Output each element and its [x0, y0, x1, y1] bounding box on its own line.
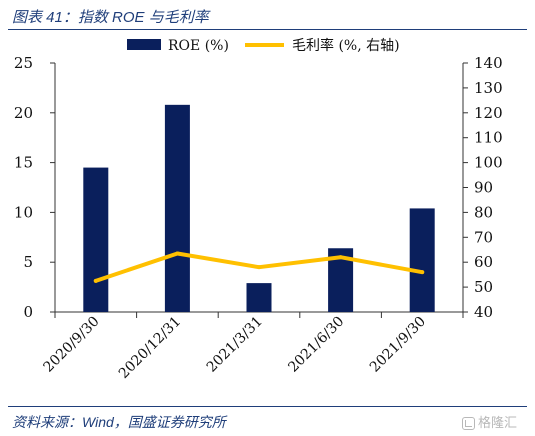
- x-tick-label: 2021/9/30: [367, 314, 429, 376]
- point-gross-margin: [420, 270, 425, 275]
- left-tick-label: 20: [14, 104, 33, 122]
- right-tick-label: 60: [474, 253, 493, 271]
- bar-roe: [164, 104, 190, 312]
- right-tick-label: 70: [474, 228, 493, 246]
- right-tick-label: 40: [474, 303, 493, 321]
- left-tick-label: 10: [14, 203, 33, 221]
- right-tick-label: 90: [474, 179, 493, 197]
- source-divider: [8, 406, 527, 407]
- figure-header: 图表 41：指数 ROE 与毛利率: [0, 0, 535, 30]
- legend-label-roe: ROE (%): [168, 38, 229, 54]
- right-tick-label: 80: [474, 203, 493, 221]
- left-tick-label: 0: [23, 303, 33, 321]
- bar-roe: [246, 283, 272, 312]
- x-tick-label: 2021/3/31: [204, 314, 266, 376]
- watermark-text: 格隆汇: [478, 415, 518, 430]
- x-tick-label: 2020/9/30: [41, 314, 103, 376]
- bar-roe: [83, 167, 109, 312]
- chart-canvas: 0 5 10 15 20 25 40 50 60 70 80 90 100 110 120 130 140 202…: [14, 37, 503, 382]
- left-tick-label: 25: [14, 54, 33, 72]
- x-tick-label: 2021/6/30: [285, 314, 347, 376]
- left-tick-label: 15: [14, 154, 33, 172]
- right-tick-label: 50: [474, 278, 493, 296]
- point-gross-margin: [175, 251, 180, 256]
- point-gross-margin: [338, 255, 343, 260]
- point-gross-margin: [257, 265, 261, 270]
- legend-swatch-roe: [127, 39, 161, 50]
- legend-label-margin: 毛利率 (%, 右轴): [292, 37, 400, 54]
- x-tick-label: 2020/12/31: [116, 314, 184, 382]
- left-tick-label: 5: [23, 253, 33, 271]
- right-tick-label: 120: [474, 104, 503, 122]
- right-tick-label: 140: [474, 54, 503, 72]
- bar-roe: [409, 208, 435, 312]
- figure-source: 资料来源：Wind，国盛证券研究所: [12, 414, 226, 430]
- right-tick-label: 110: [474, 129, 503, 147]
- title-divider: [8, 29, 527, 30]
- watermark: 格隆汇: [462, 412, 517, 431]
- figure-title: 图表 41：指数 ROE 与毛利率: [12, 9, 209, 26]
- point-gross-margin: [93, 278, 98, 283]
- right-tick-label: 130: [474, 79, 503, 97]
- right-tick-label: 100: [474, 154, 503, 172]
- watermark-logo-icon: [462, 417, 475, 430]
